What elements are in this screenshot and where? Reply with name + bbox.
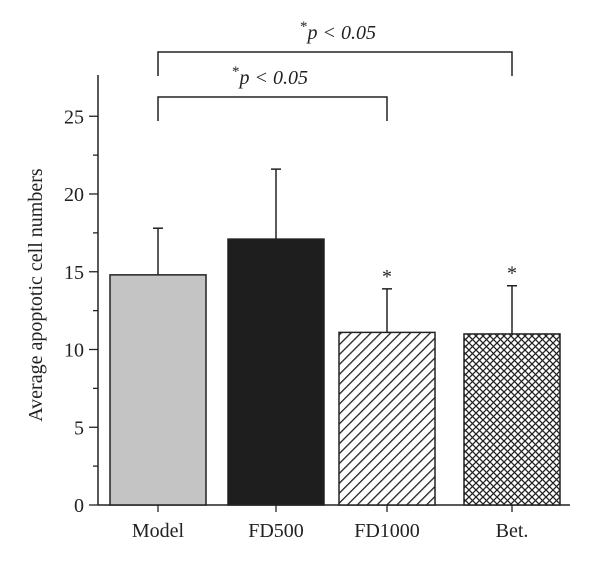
significance-label-star: *: [300, 19, 308, 35]
y-tick-label: 25: [64, 106, 84, 128]
y-tick-label: 15: [64, 262, 84, 284]
significance-star: *: [507, 263, 517, 285]
y-tick-label: 20: [64, 184, 84, 206]
significance-label-star: *: [232, 64, 240, 80]
bar-fd500: [227, 238, 325, 506]
y-axis-title: Average apoptotic cell numbers: [25, 168, 47, 422]
x-tick-label: FD500: [248, 520, 304, 542]
significance-label: *p < 0.05: [232, 64, 308, 89]
bar-bet: [463, 333, 561, 506]
bar-model: [109, 274, 207, 506]
significance-label-text: p < 0.05: [306, 22, 377, 44]
x-tick-label: FD1000: [354, 520, 420, 542]
significance-label: *p < 0.05: [300, 19, 376, 44]
y-tick-label: 0: [74, 495, 84, 517]
significance-bracket: [157, 51, 513, 76]
bar-fd1000: [338, 331, 436, 506]
significance-label-text: p < 0.05: [238, 67, 309, 89]
significance-bracket: [157, 96, 388, 121]
y-tick-label: 10: [64, 340, 84, 362]
plot-area: 0 5 10 15 20 25 Average apoptotic cell numbers…: [25, 19, 570, 542]
x-tick-label: Model: [132, 520, 185, 542]
significance-star: *: [382, 266, 392, 288]
x-tick-label: Bet.: [496, 520, 529, 542]
y-tick-label: 5: [74, 417, 84, 439]
